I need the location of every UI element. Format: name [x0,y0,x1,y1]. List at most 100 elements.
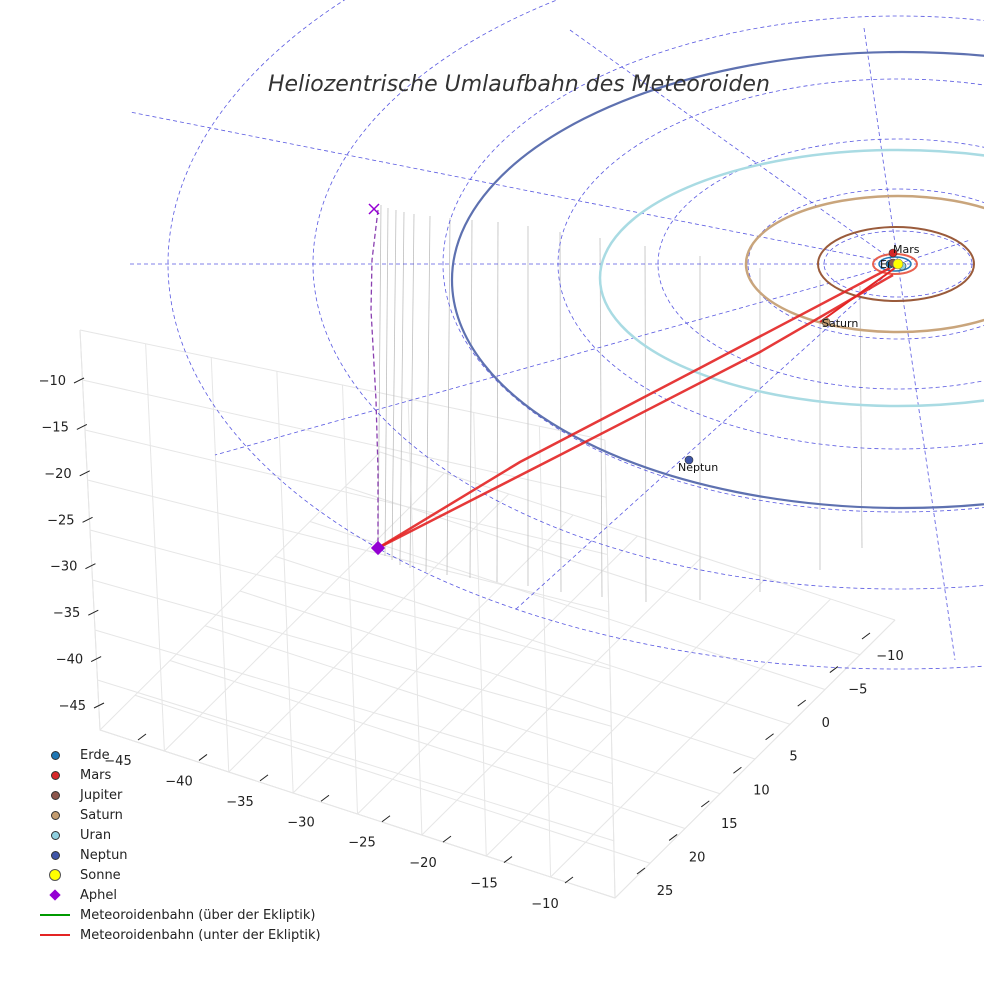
projection-line [409,213,415,569]
projection-line [425,215,431,573]
legend-marker [40,907,70,923]
y-tick-mark [668,834,678,841]
projection-line [644,245,647,603]
x-tick-label: −15 [470,877,497,892]
legend-symbol [50,850,60,860]
planet-orbits [451,50,984,510]
planet-mars [888,248,898,258]
z-tick-label: −30 [50,560,77,575]
z-tick-mark [76,423,88,430]
ecliptic-spoke [863,27,956,661]
y-tick-label: 20 [689,850,706,865]
x-tick-label: −45 [104,754,131,769]
x-tick-mark [381,815,391,823]
floor-grid-line [485,577,767,857]
y-tick-label: 0 [822,716,830,731]
ecliptic-spoke [129,111,899,265]
z-tick-label: −20 [44,467,71,482]
wall-grid-line [342,384,358,815]
planet-saturn [821,317,831,327]
projection-line [496,221,499,583]
legend-symbol [49,869,61,881]
legend-marker [40,867,70,883]
x-tick-label: −20 [409,856,436,871]
y-tick-mark [861,632,871,640]
ecliptic-grid [129,0,984,670]
aphel-marker [370,540,386,556]
legend-marker [40,847,70,863]
x-tick-label: −35 [226,795,253,810]
z-tick-label: −40 [56,653,83,668]
orbit-jupiter [817,226,975,302]
y-tick-label: 15 [721,817,738,832]
legend-label: Aphel [80,887,117,903]
trajectory-segment-below-ecliptic [377,266,891,550]
projection-line [446,217,451,576]
z-tick-label: −10 [39,374,66,389]
legend-marker [40,787,70,803]
projection-line [384,207,389,557]
floor-grid-line [614,619,896,899]
y-tick-mark [700,800,710,808]
legend-symbol [50,770,60,780]
wall-grid-line [407,398,423,836]
y-tick-mark [636,867,646,875]
legend-marker [40,807,70,823]
legend-label: Meteoroidenbahn (unter der Ekliptik) [80,927,321,943]
projection-lines [377,204,863,603]
y-tick-label: 10 [753,783,770,798]
x-tick-label: −25 [348,836,375,851]
ecliptic-ring [167,0,984,670]
legend-item: Uran [40,825,321,845]
sun-marker [892,258,904,270]
z-tick-mark [79,470,90,477]
x-tick-mark [198,754,208,761]
z-tick-mark [88,609,99,616]
z-tick-label: −25 [47,513,74,528]
legend-item: Meteoroidenbahn (über der Ekliptik) [40,905,321,925]
legend-symbol [40,914,70,916]
wall-grid-line [97,679,614,842]
meteoroid-trajectory [368,203,896,550]
legend-symbol [40,934,70,936]
legend-label: Sonne [80,867,121,883]
projection-line [559,231,562,593]
planet-markers: ErdeMarsSaturnNeptun [370,243,920,556]
y-tick-mark [829,666,839,673]
z-tick-mark [73,377,85,384]
legend-item: Neptun [40,845,321,865]
wall-grid-line [604,439,616,899]
floor-grid-line [421,556,703,836]
wall-grid-line [94,629,613,784]
y-tick-mark [733,766,742,774]
orbit-neptun [451,50,984,510]
z-tick-label: −15 [41,420,68,435]
legend: Erde Mars Jupiter Saturn Uran Neptun Sonne Aphe… [40,745,321,945]
legend-label: Mars [80,767,112,783]
legend-symbol [50,830,60,840]
x-tick-label: −30 [287,815,314,830]
floor-grid-line [550,598,831,878]
legend-item: Erde [40,745,321,765]
x-tick-mark [259,774,269,782]
ecliptic-spoke [514,263,899,611]
legend-symbol [50,790,60,800]
projection-line [599,237,603,598]
y-tick-label: −10 [876,649,903,664]
ecliptic-ring [442,15,984,513]
projection-line [469,219,473,579]
legend-item: Aphel [40,885,321,905]
z-tick-label: −35 [53,606,80,621]
z-tick-label: −45 [59,699,86,714]
trajectory-segment-below-ecliptic [377,273,894,550]
ecliptic-spoke [214,263,899,456]
legend-symbol [49,889,61,901]
y-tick-mark [765,733,774,741]
orbit-saturn [744,194,984,334]
wall-grid-line [92,579,612,727]
z-tick-mark [90,656,102,663]
floor-grid-line [379,451,896,621]
y-tick-label: 5 [789,750,797,765]
legend-item: Saturn [40,805,321,825]
floor-grid-line [309,521,826,690]
